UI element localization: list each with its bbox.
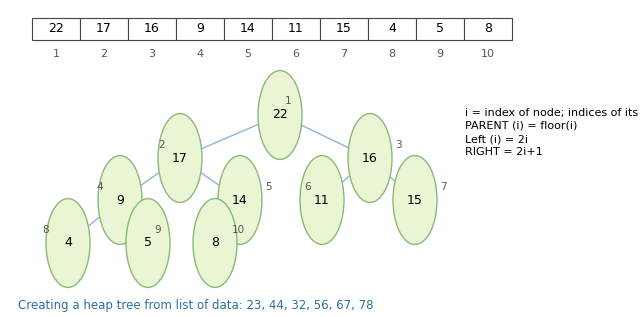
Ellipse shape	[348, 113, 392, 203]
Text: 22: 22	[48, 23, 64, 36]
Text: 6: 6	[292, 49, 300, 59]
Ellipse shape	[393, 156, 437, 244]
Text: 7: 7	[340, 49, 348, 59]
Text: 7: 7	[440, 182, 446, 192]
Bar	[272, 18, 320, 40]
Text: 15: 15	[407, 193, 423, 206]
Text: 1: 1	[285, 96, 291, 106]
Text: 9: 9	[116, 193, 124, 206]
Text: 2: 2	[159, 140, 165, 150]
Bar	[128, 18, 176, 40]
Text: 6: 6	[305, 182, 311, 192]
Text: 17: 17	[172, 152, 188, 165]
Text: 5: 5	[436, 23, 444, 36]
Text: 10: 10	[232, 225, 244, 235]
Text: 14: 14	[232, 193, 248, 206]
Text: 22: 22	[272, 108, 288, 121]
Text: 11: 11	[314, 193, 330, 206]
Bar	[464, 18, 512, 40]
Text: 1: 1	[52, 49, 60, 59]
Text: 5: 5	[265, 182, 271, 192]
Bar	[80, 18, 128, 40]
Text: 17: 17	[96, 23, 112, 36]
Text: 9: 9	[196, 23, 204, 36]
Text: 14: 14	[240, 23, 256, 36]
Text: 16: 16	[362, 152, 378, 165]
Text: 9: 9	[436, 49, 444, 59]
Ellipse shape	[46, 198, 90, 288]
Bar	[368, 18, 416, 40]
Text: 8: 8	[484, 23, 492, 36]
Text: 8: 8	[388, 49, 396, 59]
Text: 16: 16	[144, 23, 160, 36]
Ellipse shape	[258, 71, 302, 159]
Ellipse shape	[193, 198, 237, 288]
Text: 10: 10	[481, 49, 495, 59]
Text: 4: 4	[64, 236, 72, 249]
Text: 4: 4	[97, 182, 103, 192]
Text: 5: 5	[244, 49, 252, 59]
Ellipse shape	[126, 198, 170, 288]
Bar	[32, 18, 80, 40]
Text: i = index of node; indices of its: i = index of node; indices of its	[465, 108, 638, 118]
Text: 11: 11	[288, 23, 304, 36]
Text: 9: 9	[155, 225, 161, 235]
Text: Creating a heap tree from list of data: 23, 44, 32, 56, 67, 78: Creating a heap tree from list of data: …	[18, 299, 374, 312]
Text: 8: 8	[211, 236, 219, 249]
Ellipse shape	[300, 156, 344, 244]
Ellipse shape	[98, 156, 142, 244]
Bar	[416, 18, 464, 40]
Text: 5: 5	[144, 236, 152, 249]
Ellipse shape	[158, 113, 202, 203]
Text: 3: 3	[395, 140, 401, 150]
Text: 4: 4	[196, 49, 204, 59]
Text: 8: 8	[43, 225, 49, 235]
Text: PARENT (i) = floor(i): PARENT (i) = floor(i)	[465, 121, 577, 131]
Bar	[176, 18, 224, 40]
Text: 15: 15	[336, 23, 352, 36]
Ellipse shape	[218, 156, 262, 244]
Bar	[320, 18, 368, 40]
Text: 3: 3	[148, 49, 156, 59]
Text: RIGHT = 2i+1: RIGHT = 2i+1	[465, 147, 543, 157]
Text: 2: 2	[100, 49, 108, 59]
Text: Left (i) = 2i: Left (i) = 2i	[465, 134, 528, 144]
Text: 4: 4	[388, 23, 396, 36]
Bar	[224, 18, 272, 40]
